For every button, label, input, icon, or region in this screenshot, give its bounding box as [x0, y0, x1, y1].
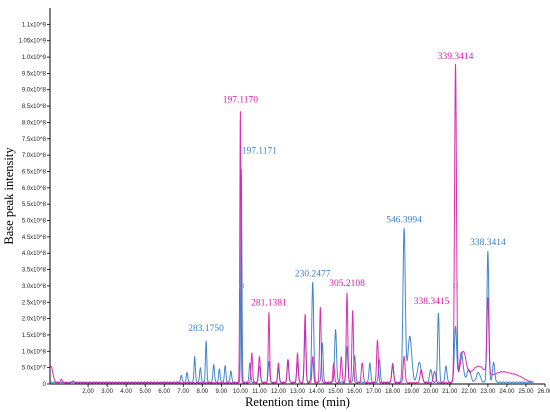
peak-label: 546.3994 — [386, 215, 422, 225]
x-tick-label: 22.00 — [461, 389, 477, 395]
x-axis-ticks: 2.00 3.00 4.00 5.00 6.00 7.00 8.00 9.00 10.00 11.… — [82, 384, 550, 395]
x-tick-label: 24.00 — [499, 389, 515, 395]
y-tick-label: 5.0x10^8 — [22, 219, 47, 225]
y-tick-label: 6.0x10^8 — [22, 186, 47, 192]
plot-area — [49, 8, 545, 385]
peak-label: 230.2477 — [295, 269, 331, 279]
x-tick-label: 25.00 — [518, 389, 534, 395]
peak-label: 283.1750 — [188, 324, 224, 334]
peak-label: 197.1171 — [242, 146, 278, 156]
x-tick-label: 16.00 — [347, 389, 363, 395]
marker-square — [453, 283, 458, 289]
peak-label: 339.3414 — [438, 52, 474, 62]
x-tick-label: 12.00 — [271, 389, 287, 395]
x-tick-label: 9.00 — [216, 389, 228, 395]
y-axis-ticks: 0 5.0x10^7 1.0x10^8 1.5x10^8 2.0x10^8 2.5x10^… — [18, 22, 50, 388]
x-tick-label: 13.00 — [290, 389, 306, 395]
y-tick-label: 5.5x10^8 — [22, 202, 47, 208]
peak-label: 281.1381 — [251, 299, 287, 309]
x-tick-label: 10.00 — [233, 389, 249, 395]
x-tick-label: 3.00 — [101, 389, 113, 395]
y-tick-label: 1.0x10^8 — [22, 349, 47, 355]
x-tick-label: 15.00 — [328, 389, 344, 395]
y-tick-label: 1.5x10^8 — [22, 333, 47, 339]
x-tick-label: 7.00 — [177, 389, 189, 395]
x-tick-label: 6.00 — [158, 389, 170, 395]
peak-label: 305.2108 — [329, 279, 365, 289]
y-tick-label: 1.05x10^9 — [18, 39, 46, 45]
y-tick-label: 2.0x10^8 — [22, 317, 47, 323]
marker-square — [238, 283, 244, 289]
x-tick-label: 14.00 — [309, 389, 325, 395]
x-axis-title: Retention time (min) — [245, 395, 350, 409]
x-tick-label: 26.00 — [537, 389, 550, 395]
x-tick-label: 19.00 — [404, 389, 420, 395]
x-tick-label: 21.00 — [442, 389, 458, 395]
y-tick-label: 7.0x10^8 — [22, 153, 47, 159]
y-tick-label: 5.0x10^7 — [22, 366, 47, 372]
y-tick-label: 1.0x10^9 — [22, 55, 47, 61]
peak-annotations: 197.1170 197.1171 283.1750 281.1381 230.2477… — [188, 52, 506, 334]
x-tick-label: 17.00 — [366, 389, 382, 395]
series-blue-line — [49, 168, 534, 384]
y-tick-label: 9.0x10^8 — [22, 88, 47, 94]
x-tick-label: 23.00 — [480, 389, 496, 395]
y-axis-title: Base peak intensity — [2, 147, 16, 245]
peak-label: 338.3414 — [470, 238, 506, 248]
y-tick-label: 8.5x10^8 — [22, 104, 47, 110]
x-tick-label: 2.00 — [82, 389, 94, 395]
y-tick-label: 3.5x10^8 — [22, 268, 47, 274]
x-tick-label: 4.00 — [120, 389, 132, 395]
x-tick-label: 20.00 — [423, 389, 439, 395]
y-tick-label: 7.5x10^8 — [22, 137, 47, 143]
x-tick-label: 8.00 — [196, 389, 208, 395]
peak-label: 338.3415 — [414, 297, 450, 307]
y-tick-label: 6.5x10^8 — [22, 169, 47, 175]
peak-label: 197.1170 — [223, 96, 259, 106]
y-tick-label: 3.0x10^8 — [22, 284, 47, 290]
y-tick-label: 4.0x10^8 — [22, 251, 47, 257]
series-group — [49, 63, 534, 384]
y-tick-label: 9.5x10^8 — [22, 71, 47, 77]
x-tick-label: 18.00 — [385, 389, 401, 395]
x-tick-label: 5.00 — [139, 389, 151, 395]
y-tick-label: 4.5x10^8 — [22, 235, 47, 241]
y-tick-label: 2.5x10^8 — [22, 300, 47, 306]
y-tick-label: 1.1x10^9 — [22, 22, 47, 28]
series-magenta-line — [49, 63, 534, 384]
x-tick-label: 11.00 — [252, 389, 267, 395]
y-tick-label: 8.0x10^8 — [22, 120, 47, 126]
y-tick-label: 0 — [43, 382, 47, 388]
